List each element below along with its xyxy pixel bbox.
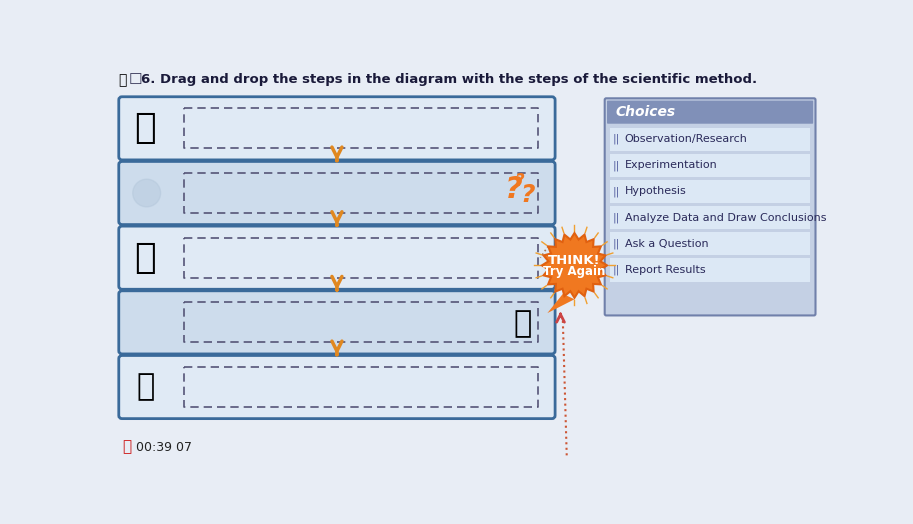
- FancyBboxPatch shape: [610, 258, 810, 281]
- Text: ||: ||: [613, 186, 620, 196]
- Text: Report Results: Report Results: [624, 265, 706, 275]
- Circle shape: [132, 179, 161, 207]
- Text: ?: ?: [519, 183, 534, 208]
- Text: 00:39 07: 00:39 07: [136, 441, 192, 454]
- FancyBboxPatch shape: [604, 99, 815, 315]
- Polygon shape: [542, 233, 607, 298]
- Text: ☐: ☐: [129, 72, 142, 88]
- FancyBboxPatch shape: [610, 127, 810, 151]
- Text: 🔍: 🔍: [134, 111, 156, 145]
- Text: ?: ?: [504, 174, 522, 204]
- Text: ||: ||: [613, 212, 620, 223]
- FancyBboxPatch shape: [610, 154, 810, 177]
- Text: Try Again: Try Again: [543, 265, 605, 278]
- FancyBboxPatch shape: [119, 161, 555, 225]
- FancyBboxPatch shape: [610, 206, 810, 229]
- Text: ||: ||: [613, 265, 620, 275]
- Text: Analyze Data and Draw Conclusions: Analyze Data and Draw Conclusions: [624, 213, 826, 223]
- Text: 6. Drag and drop the steps in the diagram with the steps of the scientific metho: 6. Drag and drop the steps in the diagra…: [142, 73, 758, 86]
- FancyBboxPatch shape: [119, 291, 555, 354]
- FancyBboxPatch shape: [610, 180, 810, 203]
- Text: ||: ||: [613, 134, 620, 144]
- Text: ||: ||: [613, 160, 620, 170]
- Text: ||: ||: [613, 238, 620, 249]
- FancyBboxPatch shape: [119, 226, 555, 289]
- FancyBboxPatch shape: [119, 355, 555, 419]
- FancyBboxPatch shape: [119, 97, 555, 160]
- Polygon shape: [548, 294, 574, 313]
- Text: Choices: Choices: [615, 105, 676, 119]
- Text: Hypothesis: Hypothesis: [624, 187, 687, 196]
- Text: Observation/Research: Observation/Research: [624, 134, 748, 144]
- Text: 🧪: 🧪: [513, 309, 531, 339]
- Text: ?: ?: [515, 172, 524, 190]
- FancyBboxPatch shape: [607, 101, 813, 124]
- FancyBboxPatch shape: [610, 232, 810, 255]
- Text: Ask a Question: Ask a Question: [624, 239, 708, 249]
- Text: 🔖: 🔖: [118, 73, 126, 87]
- Text: ⌛: ⌛: [121, 439, 131, 454]
- Text: Experimentation: Experimentation: [624, 160, 718, 170]
- Text: 💡: 💡: [134, 241, 156, 275]
- Text: THINK!: THINK!: [548, 254, 601, 267]
- Text: 📈: 📈: [136, 373, 154, 401]
